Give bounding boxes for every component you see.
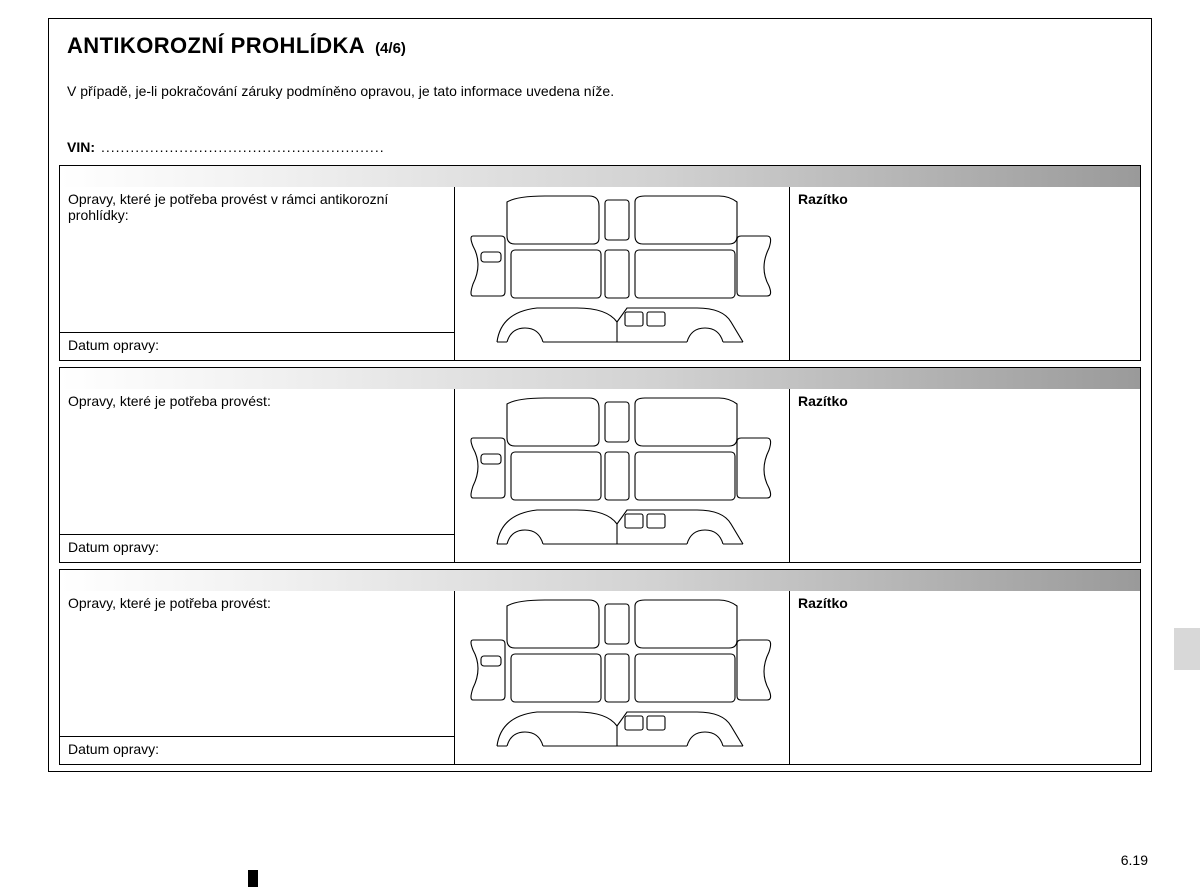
gradient-divider xyxy=(59,569,1141,591)
repairs-label: Opravy, které je potřeba provést: xyxy=(68,595,271,611)
vin-fill-line: ........................................… xyxy=(101,139,385,155)
car-diagram-cell xyxy=(455,187,790,360)
inspection-blocks: Opravy, které je potřeba provést v rámci… xyxy=(49,165,1151,771)
repair-date-label: Datum opravy: xyxy=(68,337,159,353)
intro-text: V případě, je-li pokračování záruky podm… xyxy=(49,67,1151,99)
page-title: ANTIKOROZNÍ PROHLÍDKA xyxy=(67,33,365,59)
vin-label: VIN: xyxy=(67,139,95,155)
page-counter: (4/6) xyxy=(375,40,406,57)
gradient-divider xyxy=(59,367,1141,389)
title-row: ANTIKOROZNÍ PROHLÍDKA (4/6) xyxy=(49,33,1151,67)
crop-mark xyxy=(248,870,258,887)
vin-row: VIN: ...................................… xyxy=(49,99,1151,165)
stamp-cell: Razítko xyxy=(790,187,1140,360)
repairs-label: Opravy, které je potřeba provést: xyxy=(68,393,271,409)
inspection-record: Opravy, které je potřeba provést: xyxy=(59,389,1141,563)
repair-date-cell: Datum opravy: xyxy=(60,736,455,764)
stamp-label: Razítko xyxy=(798,595,848,611)
stamp-label: Razítko xyxy=(798,393,848,409)
repairs-label: Opravy, které je potřeba provést v rámci… xyxy=(68,191,388,223)
car-diagram-cell xyxy=(455,389,790,562)
repair-date-cell: Datum opravy: xyxy=(60,534,455,562)
stamp-cell: Razítko xyxy=(790,591,1140,764)
repairs-cell: Opravy, které je potřeba provést v rámci… xyxy=(60,187,455,332)
repairs-cell: Opravy, které je potřeba provést: xyxy=(60,591,455,736)
repair-date-cell: Datum opravy: xyxy=(60,332,455,360)
repair-date-label: Datum opravy: xyxy=(68,741,159,757)
gradient-divider xyxy=(59,165,1141,187)
car-diagram-cell xyxy=(455,591,790,764)
page-number: 6.19 xyxy=(1121,852,1148,868)
car-body-diagram-icon xyxy=(467,598,777,758)
inspection-record: Opravy, které je potřeba provést v rámci… xyxy=(59,187,1141,361)
car-body-diagram-icon xyxy=(467,396,777,556)
stamp-label: Razítko xyxy=(798,191,848,207)
car-body-diagram-icon xyxy=(467,194,777,354)
section-tab xyxy=(1174,628,1200,670)
repairs-cell: Opravy, které je potřeba provést: xyxy=(60,389,455,534)
page-frame: ANTIKOROZNÍ PROHLÍDKA (4/6) V případě, j… xyxy=(48,18,1152,772)
inspection-record: Opravy, které je potřeba provést: xyxy=(59,591,1141,765)
stamp-cell: Razítko xyxy=(790,389,1140,562)
repair-date-label: Datum opravy: xyxy=(68,539,159,555)
